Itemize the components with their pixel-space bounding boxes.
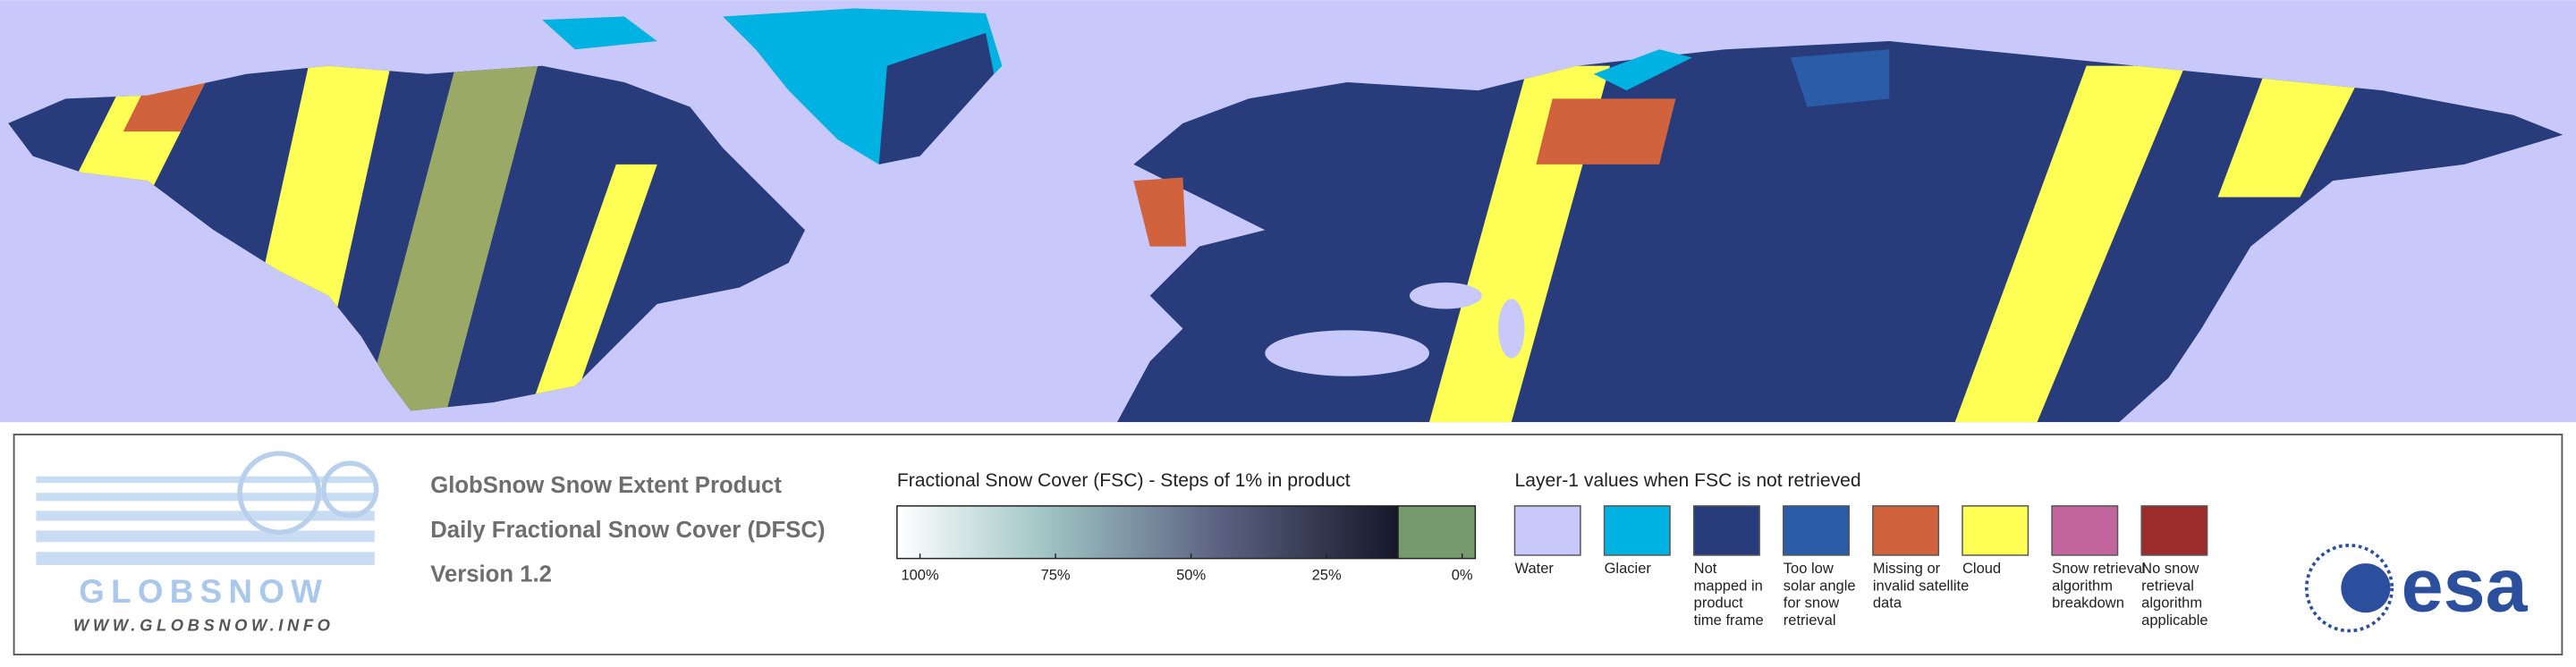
layer1-title: Layer-1 values when FSC is not retrieved bbox=[1514, 470, 1860, 491]
siberia-patch bbox=[1791, 49, 1890, 107]
layer1-label: applicable bbox=[2141, 612, 2207, 629]
layer1-label: algorithm bbox=[2141, 595, 2202, 612]
british-isles bbox=[1133, 177, 1187, 247]
layer1-swatch bbox=[1513, 505, 1581, 556]
layer1-swatch bbox=[1872, 505, 1940, 556]
product-line: GlobSnow Snow Extent Product bbox=[430, 473, 782, 498]
layer1-label: Too low bbox=[1784, 560, 1834, 577]
layer1-label: retrieval bbox=[1784, 612, 1836, 629]
fsc-title: Fractional Snow Cover (FSC) - Steps of 1… bbox=[897, 470, 1351, 491]
fsc-no-snow bbox=[1397, 505, 1477, 560]
fsc-tick-label: 0% bbox=[1452, 567, 1473, 584]
arctic-island bbox=[1593, 49, 1692, 91]
logo-name: GLOBSNOW bbox=[79, 573, 328, 610]
layer1-swatch bbox=[1603, 505, 1671, 556]
product-line: Version 1.2 bbox=[430, 561, 552, 587]
greenland-east bbox=[878, 32, 995, 165]
layer1-label: Snow retrieval bbox=[2052, 560, 2146, 577]
layer1-label: Glacier bbox=[1605, 560, 1652, 577]
layer1-label: retrieval bbox=[2141, 577, 2194, 594]
fsc-tick-label: 75% bbox=[1041, 567, 1071, 584]
layer1-label: product bbox=[1694, 595, 1743, 612]
layer1-swatch bbox=[1962, 505, 2029, 556]
logo-url: WWW.GLOBSNOW.INFO bbox=[73, 615, 335, 634]
layer1-swatch bbox=[1692, 505, 1760, 556]
fsc-tick-label: 50% bbox=[1176, 567, 1206, 584]
layer1-label: time frame bbox=[1694, 612, 1764, 629]
layer1-label: solar angle bbox=[1784, 577, 1856, 594]
fsc-legend: Fractional Snow Cover (FSC) - Steps of 1… bbox=[896, 470, 1477, 584]
layer1-label: data bbox=[1873, 595, 1902, 612]
layer1-label: for snow bbox=[1784, 595, 1839, 612]
layer1-label: Cloud bbox=[1962, 560, 2001, 577]
fsc-gradient bbox=[896, 505, 1399, 560]
layer1-label: Not bbox=[1694, 560, 1717, 577]
layer1-swatch bbox=[2051, 505, 2119, 556]
layer1-legend: Layer-1 values when FSC is not retrieved… bbox=[1513, 470, 2208, 629]
layer1-label: No snow bbox=[2141, 560, 2199, 577]
layer1-label: invalid satellite bbox=[1873, 577, 1969, 594]
arctic-island bbox=[542, 16, 657, 50]
layer1-label: algorithm bbox=[2052, 577, 2113, 594]
globsnow-logo: GLOBSNOW WWW.GLOBSNOW.INFO bbox=[36, 451, 379, 634]
layer1-label: mapped in bbox=[1694, 577, 1763, 594]
product-line: Daily Fractional Snow Cover (DFSC) bbox=[430, 518, 825, 543]
product-info: GlobSnow Snow Extent Product Daily Fracti… bbox=[430, 473, 825, 587]
agency-name: esa bbox=[2402, 543, 2529, 627]
layer1-label: Water bbox=[1514, 560, 1554, 577]
fsc-tick-label: 100% bbox=[901, 567, 939, 584]
map bbox=[0, 0, 2576, 423]
layer1-swatch bbox=[1783, 505, 1850, 556]
land bbox=[8, 41, 2563, 423]
layer1-swatch bbox=[2140, 505, 2208, 556]
layer1-label: Missing or bbox=[1873, 560, 1941, 577]
fsc-tick-label: 25% bbox=[1312, 567, 1342, 584]
layer1-label: breakdown bbox=[2052, 595, 2124, 612]
